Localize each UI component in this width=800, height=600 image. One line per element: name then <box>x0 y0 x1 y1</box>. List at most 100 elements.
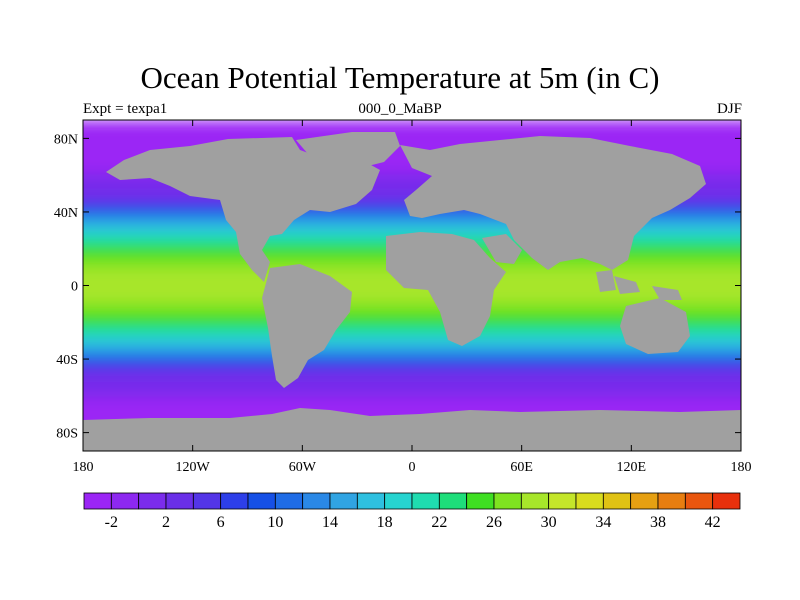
colorbar-swatch <box>438 492 468 510</box>
temperature-band <box>83 329 741 337</box>
temperature-band <box>83 401 741 408</box>
temperature-band <box>83 224 741 232</box>
map-title: Ocean Potential Temperature at 5m (in C) <box>140 60 660 95</box>
colorbar-label: 6 <box>217 514 225 531</box>
colorbar-swatch <box>684 492 714 510</box>
temperature-band <box>83 142 741 149</box>
land-maritime-asia <box>596 270 682 300</box>
colorbar-label: 10 <box>267 514 283 531</box>
colorbar: -2 2 6 10 14 18 22 26 30 34 38 42 <box>83 492 741 531</box>
lon-label: 120W <box>176 460 211 475</box>
colorbar-swatch <box>138 492 167 510</box>
temperature-band <box>83 213 741 221</box>
land-masses <box>83 132 741 451</box>
lon-label: 180 <box>73 460 94 475</box>
colorbar-label: 26 <box>486 514 502 531</box>
colorbar-label: 2 <box>162 514 170 531</box>
lat-label: 40S <box>56 353 78 368</box>
colorbar-label: -2 <box>105 514 118 531</box>
colorbar-swatch <box>712 492 741 510</box>
land-north-america <box>106 137 380 282</box>
lat-label: 40N <box>54 206 78 221</box>
colorbar-swatch <box>356 492 386 510</box>
colorbar-label: 18 <box>377 514 393 531</box>
temperature-band <box>83 351 741 359</box>
colorbar-swatch <box>548 492 577 510</box>
temperature-band <box>83 357 741 364</box>
temperature-band <box>83 390 741 397</box>
colorbar-swatch <box>384 492 413 510</box>
lat-label: 80N <box>54 132 78 147</box>
temperature-band <box>83 335 741 342</box>
temperature-band <box>83 318 741 326</box>
land-africa <box>386 232 506 346</box>
lon-label: 60E <box>510 460 533 475</box>
colorbar-swatch <box>274 492 304 510</box>
colorbar-swatch <box>220 492 249 510</box>
colorbar-label: 22 <box>431 514 447 531</box>
lon-label: 120E <box>617 460 647 475</box>
temperature-band <box>83 406 741 414</box>
temperature-band <box>83 296 741 304</box>
land-arabia <box>482 234 522 264</box>
lon-label: 180 <box>731 460 752 475</box>
temperature-band <box>83 131 741 138</box>
colorbar-swatch <box>83 492 112 510</box>
colorbar-label: 38 <box>650 514 666 531</box>
temperature-band <box>83 340 741 348</box>
temperature-band <box>83 313 741 320</box>
temperature-band <box>83 169 741 177</box>
colorbar-swatch <box>302 492 331 510</box>
colorbar-swatch <box>192 492 222 510</box>
colorbar-swatch <box>630 492 659 510</box>
colorbar-label: 14 <box>322 514 338 531</box>
temperature-band <box>83 180 741 188</box>
colorbar-swatch <box>329 492 358 510</box>
colorbar-label: 30 <box>541 514 557 531</box>
lon-label: 60W <box>289 460 317 475</box>
temperature-band <box>83 307 741 315</box>
colorbar-swatch <box>520 492 550 510</box>
lat-label: 80S <box>56 427 78 442</box>
temperature-band <box>83 291 741 298</box>
temperature-band <box>83 175 741 182</box>
temperature-band <box>83 219 741 226</box>
temperature-band <box>83 379 741 386</box>
temperature-band <box>83 186 741 193</box>
land-antarctica <box>83 408 741 451</box>
temperature-band <box>83 324 741 331</box>
temperature-band <box>83 302 741 309</box>
land-eurasia <box>400 136 706 270</box>
time-label: 000_0_MaBP <box>358 101 442 117</box>
colorbar-swatch <box>247 492 276 510</box>
temperature-band <box>83 368 741 375</box>
lat-label: 0 <box>71 280 78 295</box>
colorbar-swatch <box>657 492 686 510</box>
colorbar-label: 42 <box>705 514 721 531</box>
temperature-band <box>83 136 741 144</box>
experiment-label: Expt = texpa1 <box>83 101 168 117</box>
season-label: DJF <box>716 101 742 117</box>
colorbar-swatch <box>110 492 140 510</box>
temperature-band <box>83 346 741 353</box>
lon-label: 0 <box>409 460 416 475</box>
land-greenland <box>296 132 400 170</box>
colorbar-swatch <box>466 492 495 510</box>
colorbar-swatch <box>493 492 522 510</box>
temperature-band <box>83 373 741 381</box>
temperature-band <box>83 384 741 392</box>
map-axes: 80N 40N 0 40S 80S 180 120W 60W 0 60E 120E 180 <box>54 120 752 475</box>
colorbar-swatch <box>411 492 440 510</box>
temperature-map <box>83 120 741 451</box>
temperature-band <box>83 285 741 293</box>
colorbar-swatch <box>575 492 604 510</box>
temperature-band <box>83 125 741 133</box>
colorbar-label: 34 <box>595 514 611 531</box>
land-australia <box>620 298 690 354</box>
land-south-america <box>262 264 352 388</box>
colorbar-swatch <box>165 492 194 510</box>
colorbar-swatch <box>602 492 632 510</box>
temperature-band <box>83 362 741 370</box>
temperature-band <box>83 395 741 403</box>
